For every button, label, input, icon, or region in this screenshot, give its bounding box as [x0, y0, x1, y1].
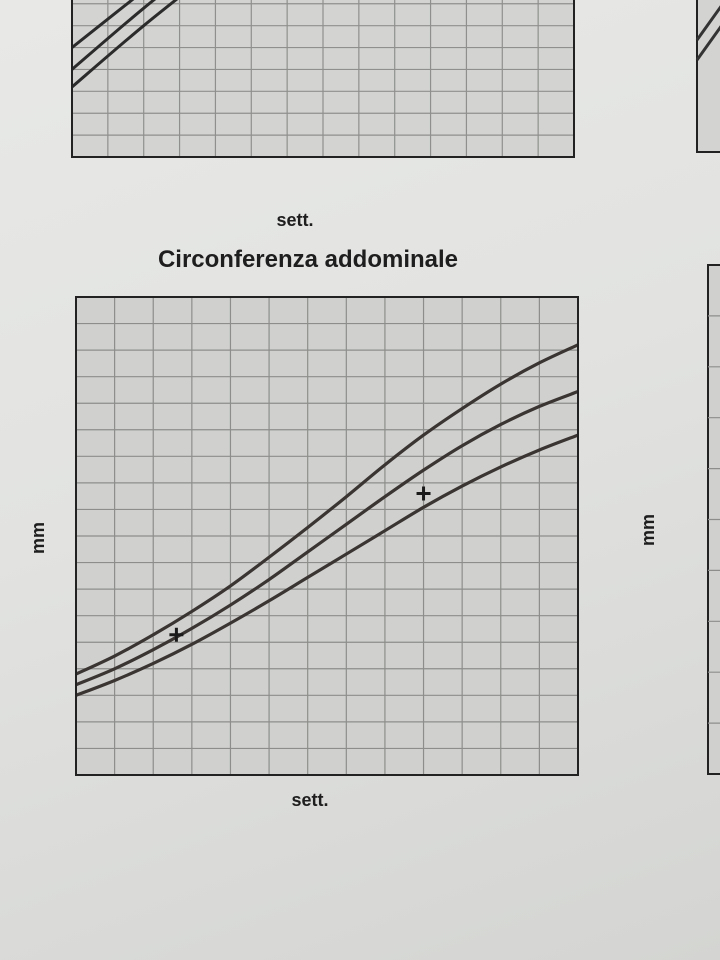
top-left-frame	[71, 0, 575, 158]
top-right-curve	[695, 25, 720, 61]
top-left-x-axis-label: sett.	[276, 210, 313, 230]
series-line-2	[75, 433, 579, 697]
main-frame	[75, 296, 579, 776]
main-markers	[169, 486, 431, 642]
right-y-axis-label: mm	[638, 514, 658, 546]
series-line-0	[75, 343, 579, 676]
top-right-grid	[695, 0, 720, 153]
series-line-2	[71, 0, 135, 49]
right-grid	[707, 264, 720, 775]
top-right-curve	[695, 5, 720, 41]
main-x-axis-label: sett.	[291, 790, 328, 810]
main-y-axis-label: mm	[28, 522, 48, 554]
top-left-chart: sett.	[71, 0, 575, 230]
top-left-lines	[71, 0, 179, 89]
chart-title: Circonferenza addominale	[158, 246, 458, 273]
marker-cross-1	[416, 486, 431, 501]
main-lines	[75, 343, 579, 697]
right-chart: mm	[638, 264, 720, 775]
series-line-0	[71, 0, 179, 89]
marker-cross-0	[169, 627, 184, 642]
series-line-1	[75, 390, 579, 687]
main-chart: Circonferenza addominale sett. mm	[28, 246, 579, 810]
top-right-chart	[695, 0, 720, 153]
series-line-1	[71, 0, 157, 71]
